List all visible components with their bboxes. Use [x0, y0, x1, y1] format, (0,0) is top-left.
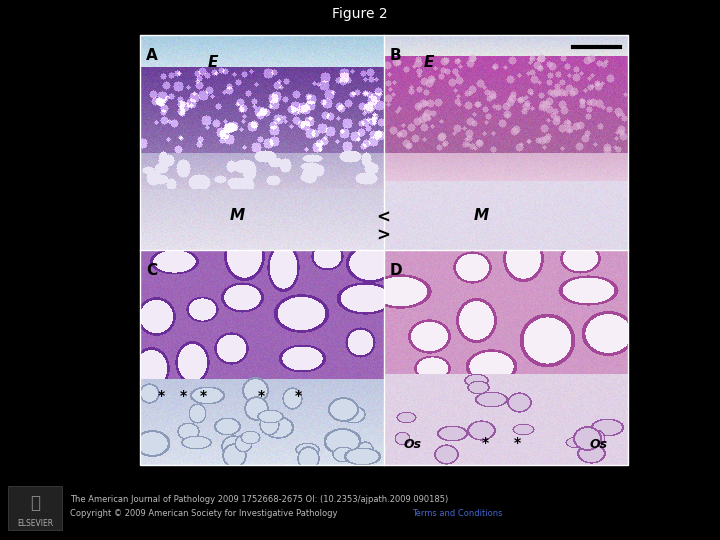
Text: M: M: [474, 208, 489, 223]
Text: Figure 2: Figure 2: [332, 7, 388, 21]
Text: *: *: [180, 389, 187, 403]
Text: Os: Os: [404, 438, 422, 451]
Bar: [140, 35, 628, 465]
Text: Terms and Conditions: Terms and Conditions: [412, 510, 503, 518]
Text: >: >: [376, 227, 390, 245]
Text: M: M: [230, 208, 245, 223]
Text: D: D: [390, 263, 402, 278]
Text: *: *: [295, 389, 302, 403]
Text: 🌿: 🌿: [30, 494, 40, 512]
Text: *: *: [482, 436, 489, 450]
FancyBboxPatch shape: [8, 486, 62, 530]
Text: *: *: [200, 389, 207, 403]
Text: The American Journal of Pathology 2009 1752668-2675 OI: (10.2353/ajpath.2009.090: The American Journal of Pathology 2009 1…: [70, 495, 449, 503]
Text: *: *: [514, 436, 521, 450]
Text: Copyright © 2009 American Society for Investigative Pathology: Copyright © 2009 American Society for In…: [70, 510, 338, 518]
Text: A: A: [146, 48, 158, 63]
Text: ELSEVIER: ELSEVIER: [17, 519, 53, 529]
Text: C: C: [146, 263, 157, 278]
Text: E: E: [424, 55, 434, 70]
Text: *: *: [258, 389, 265, 403]
Text: Os: Os: [590, 438, 608, 451]
Text: *: *: [158, 389, 165, 403]
Text: <: <: [376, 209, 390, 227]
Text: E: E: [208, 55, 218, 70]
Text: B: B: [390, 48, 402, 63]
